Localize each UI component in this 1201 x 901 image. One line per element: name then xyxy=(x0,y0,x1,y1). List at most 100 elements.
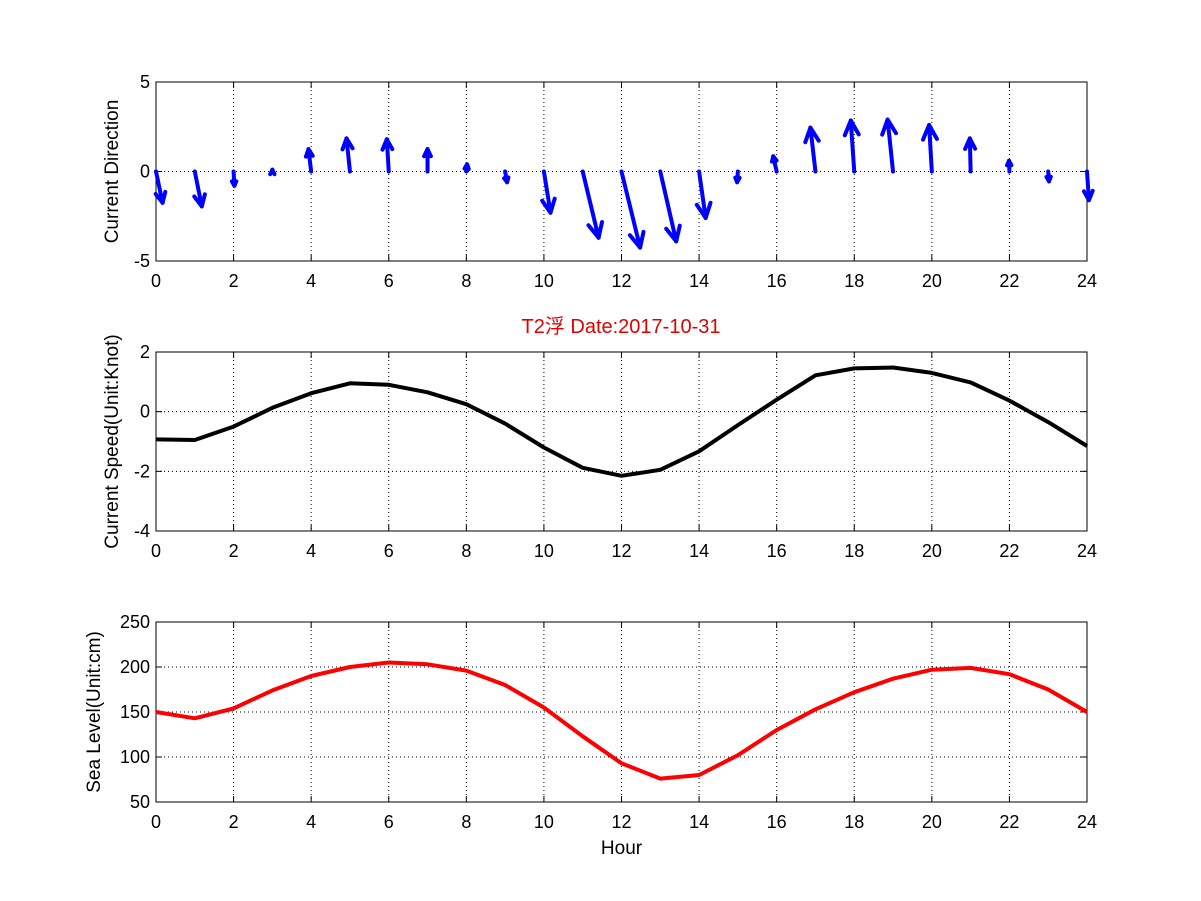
y-axis-label: Current Speed(Unit:Knot) xyxy=(102,334,123,548)
x-tick-label: 2 xyxy=(229,271,239,291)
x-tick-label: 0 xyxy=(151,812,161,832)
vector-shaft xyxy=(344,136,352,174)
vector-head xyxy=(153,189,168,205)
current-vector xyxy=(153,169,168,205)
vector-head xyxy=(340,136,355,152)
y-axis-label: Current Direction xyxy=(102,100,123,244)
vector-head xyxy=(803,125,821,145)
x-tick-label: 12 xyxy=(611,812,631,832)
y-tick-label: 150 xyxy=(120,702,150,722)
x-tick-label: 14 xyxy=(689,271,709,291)
current-vector xyxy=(380,137,395,174)
vector-shaft xyxy=(580,169,601,240)
x-tick-label: 0 xyxy=(151,541,161,561)
current-vector xyxy=(803,125,821,174)
x-tick-label: 10 xyxy=(534,812,554,832)
y-tick-label: -5 xyxy=(134,251,150,271)
x-tick-label: 14 xyxy=(689,541,709,561)
x-axis-label: Hour xyxy=(601,838,643,859)
current-vector xyxy=(268,167,277,177)
current-vector xyxy=(502,169,511,185)
plot-area xyxy=(155,351,1088,532)
x-tick-label: 10 xyxy=(534,271,554,291)
vector-head xyxy=(842,118,861,138)
current-vector xyxy=(1044,169,1053,184)
vector-head xyxy=(921,123,939,142)
vector-head xyxy=(627,229,646,250)
vector-shaft xyxy=(885,117,896,174)
current-vector xyxy=(462,162,471,174)
y-axis-label: Sea Level(Unit:cm) xyxy=(84,631,105,793)
vector-shaft xyxy=(697,169,708,221)
vector-shaft xyxy=(541,169,553,215)
vector-head xyxy=(664,223,682,244)
current-vector xyxy=(1005,158,1014,174)
current-vector xyxy=(842,118,861,174)
vector-head xyxy=(880,117,898,137)
x-tick-label: 18 xyxy=(844,812,864,832)
x-tick-label: 22 xyxy=(999,271,1019,291)
y-tick-label: -4 xyxy=(134,521,150,541)
y-tick-label: 0 xyxy=(140,402,150,422)
vector-shaft xyxy=(1085,169,1091,203)
current-vector xyxy=(540,169,557,215)
y-tick-label: 100 xyxy=(120,747,150,767)
x-tick-label: 20 xyxy=(922,271,942,291)
x-tick-label: 16 xyxy=(767,271,787,291)
vector-head xyxy=(380,137,395,152)
vector-head xyxy=(733,175,742,185)
x-tick-label: 6 xyxy=(384,812,394,832)
vector-head xyxy=(694,200,713,220)
current-vector xyxy=(1082,169,1095,203)
x-tick-label: 6 xyxy=(384,271,394,291)
figure-title: T2浮 Date:2017-10-31 xyxy=(521,315,720,338)
current-vector xyxy=(880,117,898,174)
x-tick-label: 8 xyxy=(461,812,471,832)
x-tick-label: 18 xyxy=(844,271,864,291)
y-tick-label: 250 xyxy=(120,612,150,632)
vector-shaft xyxy=(967,136,973,174)
x-tick-label: 16 xyxy=(767,812,787,832)
x-tick-label: 12 xyxy=(611,271,631,291)
vector-shaft xyxy=(848,118,857,174)
current-vector xyxy=(619,169,646,250)
current-vector xyxy=(192,169,207,209)
vector-head xyxy=(192,192,207,209)
current-vector xyxy=(340,136,355,174)
vector-head xyxy=(422,147,433,159)
vector-head xyxy=(1044,174,1053,184)
x-tick-label: 4 xyxy=(306,812,316,832)
current-vector xyxy=(694,169,713,221)
vector-head xyxy=(268,167,277,177)
vector-shaft xyxy=(384,137,391,174)
x-tick-label: 14 xyxy=(689,812,709,832)
x-tick-label: 4 xyxy=(306,541,316,561)
x-tick-label: 18 xyxy=(844,541,864,561)
y-tick-label: 200 xyxy=(120,657,150,677)
series-line xyxy=(155,660,1089,781)
x-tick-label: 12 xyxy=(611,541,631,561)
x-tick-label: 16 xyxy=(767,541,787,561)
current-vector xyxy=(921,122,939,174)
vector-head xyxy=(1005,158,1014,168)
y-tick-label: 50 xyxy=(130,792,150,812)
vector-head xyxy=(502,175,511,185)
current-vector xyxy=(770,154,779,174)
x-tick-label: 2 xyxy=(229,812,239,832)
current-vector xyxy=(303,147,315,174)
x-tick-label: 8 xyxy=(461,271,471,291)
vector-shaft xyxy=(154,169,165,205)
vector-head xyxy=(229,179,239,188)
series-line xyxy=(155,365,1089,478)
x-tick-label: 24 xyxy=(1077,812,1097,832)
vector-shaft xyxy=(808,125,818,174)
current-vector xyxy=(229,169,239,188)
vector-shaft xyxy=(192,169,204,209)
current-vector xyxy=(733,169,742,185)
vector-head xyxy=(540,196,557,215)
y-tick-label: 5 xyxy=(140,72,150,92)
vector-head xyxy=(303,147,315,159)
vector-head xyxy=(770,154,779,164)
